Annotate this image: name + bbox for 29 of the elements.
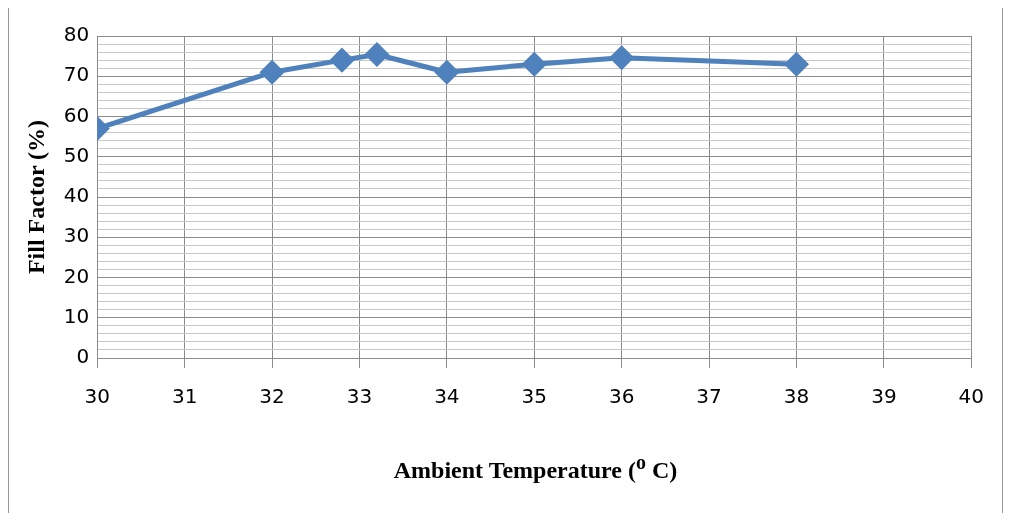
x-tick-label: 35 (521, 384, 547, 409)
x-tick-label: 33 (346, 384, 373, 409)
y-tick-label: 80 (63, 22, 90, 47)
y-tick-label: 70 (63, 62, 90, 87)
y-axis-title: Fill Factor (%) (22, 119, 49, 275)
point (365, 43, 389, 67)
x-tick-label: 30 (84, 384, 110, 409)
y-tick-label: 60 (63, 102, 90, 127)
x-tick-label: 36 (608, 384, 635, 409)
x-tick-label: 38 (783, 384, 810, 409)
x-tick-label: 39 (871, 384, 897, 409)
x-axis-title: Ambient Temperature ($^{o}$ C) (392, 451, 679, 484)
point (784, 52, 808, 76)
x-tick-label: 31 (171, 384, 198, 409)
y-tick-label: 20 (63, 263, 90, 288)
point (330, 48, 354, 72)
x-tick-label: 34 (434, 384, 460, 409)
y-tick-label: 30 (63, 223, 90, 248)
point (260, 60, 284, 84)
x-tick-label: 40 (958, 384, 984, 409)
point (610, 46, 634, 70)
y-tick-label: 40 (63, 183, 90, 208)
y-tick-label: 10 (63, 303, 90, 328)
x-tick-label: 37 (696, 384, 722, 409)
y-tick-label: 0 (76, 344, 90, 369)
point (522, 52, 546, 76)
y-tick-label: 50 (63, 142, 90, 167)
point (435, 60, 459, 84)
x-tick-label: 32 (259, 384, 285, 409)
